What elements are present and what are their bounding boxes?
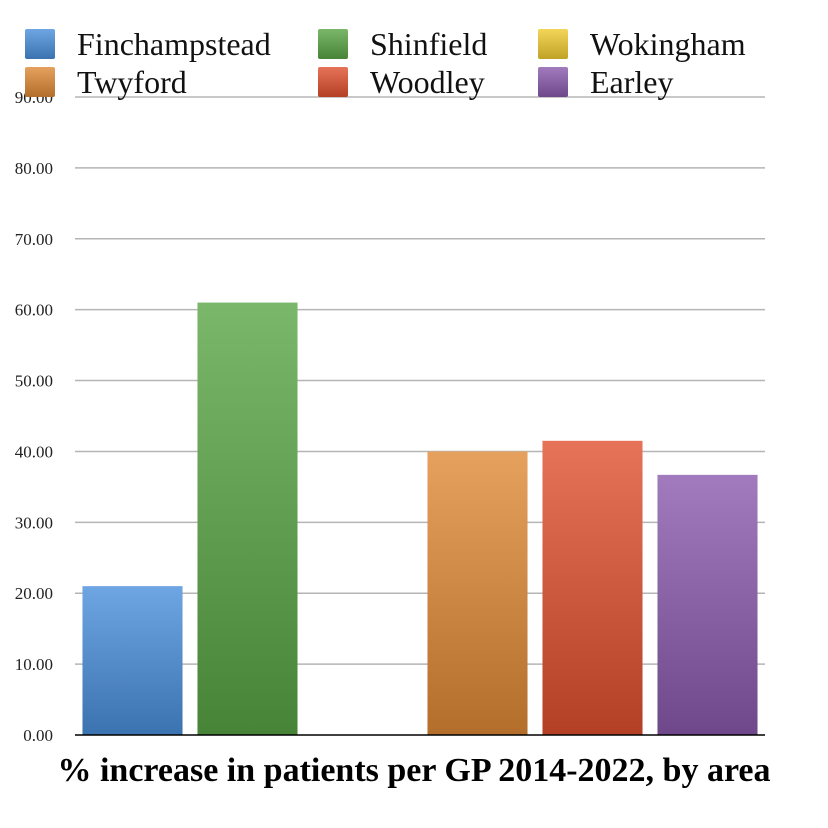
legend-item-finchampstead: Finchampstead [25,26,271,62]
bar-woodley [542,440,643,735]
legend-swatch [318,67,348,97]
legend-swatch [25,29,55,59]
bar-shinfield [197,302,298,735]
bar-twyford [427,451,528,735]
legend-swatch [538,67,568,97]
legend: Finchampstead Shinfield Wokingham Twyford Wo… [0,0,828,110]
y-tick-label: 20.00 [15,584,53,603]
legend-item-earley: Earley [538,64,674,100]
legend-item-shinfield: Shinfield [318,26,487,62]
chart-title: % increase in patients per GP 2014-2022,… [57,752,771,789]
y-tick-label: 0.00 [23,726,53,745]
bar-finchampstead [82,586,183,735]
legend-label: Finchampstead [77,25,271,62]
legend-swatch [25,67,55,97]
y-tick-label: 60.00 [15,301,53,320]
legend-item-woodley: Woodley [318,64,485,100]
legend-swatch [318,29,348,59]
y-tick-label: 50.00 [15,372,53,391]
legend-label: Shinfield [370,25,488,62]
legend-item-twyford: Twyford [25,64,187,100]
bar-earley [657,474,758,735]
legend-label: Woodley [370,63,485,100]
y-tick-label: 10.00 [15,655,53,674]
y-tick-label: 80.00 [15,159,53,178]
legend-label: Earley [590,63,674,100]
legend-swatch [538,29,568,59]
legend-item-wokingham: Wokingham [538,26,746,62]
y-tick-label: 70.00 [15,230,53,249]
y-tick-label: 40.00 [15,442,53,461]
legend-label: Wokingham [590,25,746,62]
y-tick-label: 30.00 [15,513,53,532]
legend-label: Twyford [77,63,187,100]
